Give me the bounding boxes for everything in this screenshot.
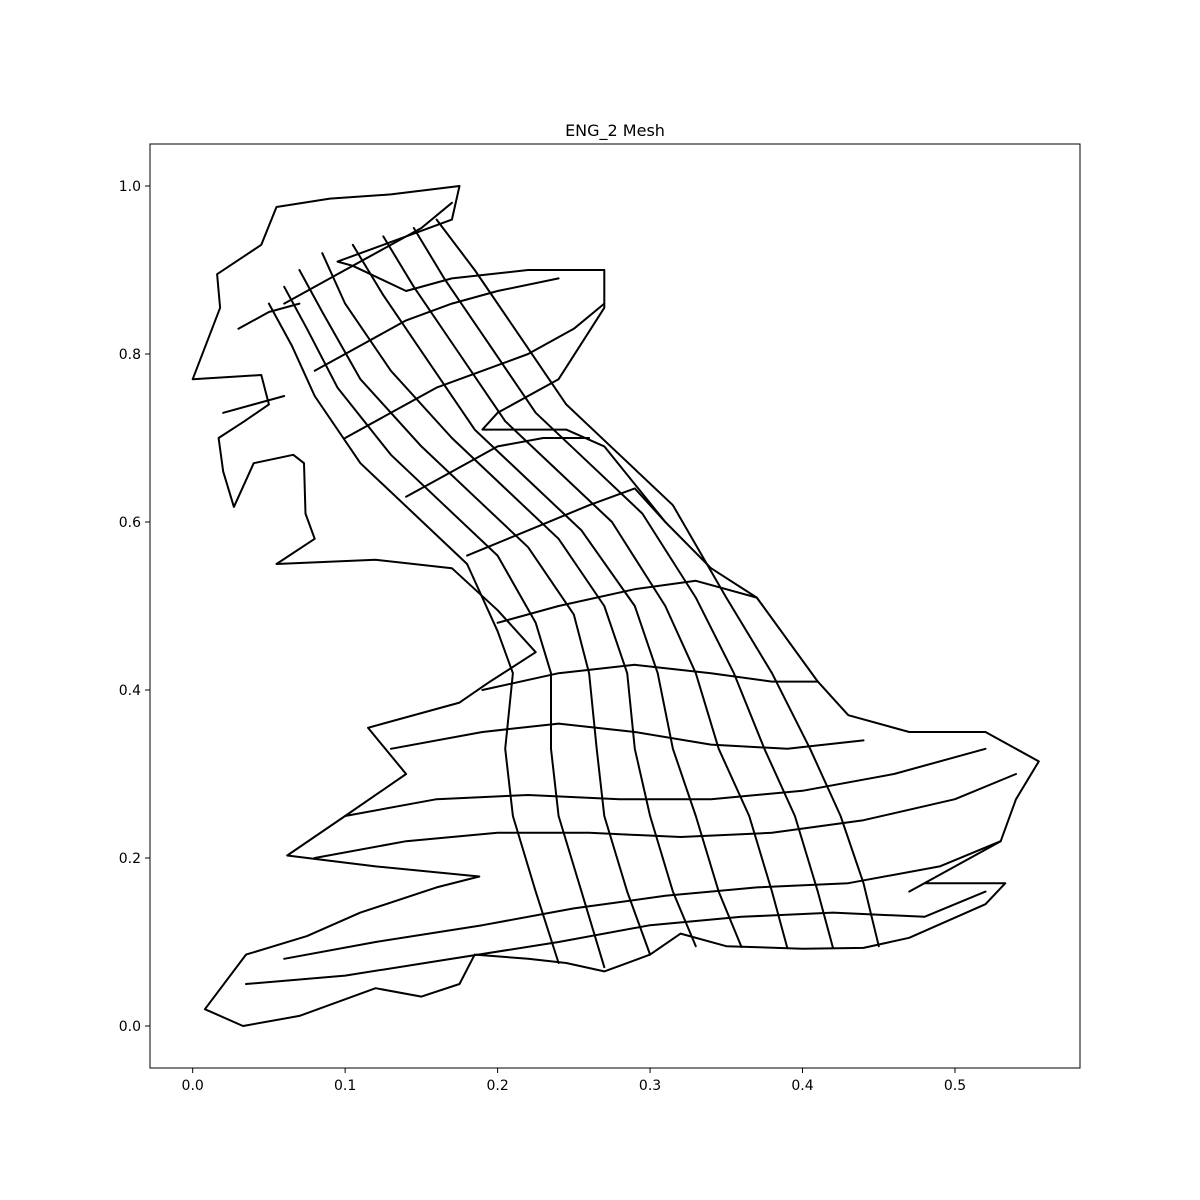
mesh-row-line-13 — [222, 395, 286, 414]
mesh-row-line-7 — [496, 579, 758, 624]
y-tick-label: 0.0 — [119, 1019, 141, 1035]
mesh-column-line-5 — [435, 218, 880, 948]
x-tick-label: 0.5 — [944, 1078, 966, 1094]
mesh-outline — [191, 185, 1040, 1027]
mesh-row-line-1 — [245, 890, 987, 985]
mesh-row-line-11 — [313, 277, 560, 372]
mesh-row-line-8 — [466, 487, 667, 557]
mesh-row-line-6 — [481, 663, 819, 691]
x-tick-label: 0.2 — [486, 1078, 508, 1094]
mesh-column-line-7 — [283, 285, 606, 969]
x-tick-label: 0.4 — [791, 1078, 813, 1094]
mesh-column-line-2 — [351, 243, 743, 948]
mesh-column-line-4 — [412, 227, 834, 949]
mesh-row-line-3 — [313, 773, 1017, 859]
mesh-row-line-9 — [405, 437, 591, 498]
plot-area — [149, 143, 1081, 1069]
y-tick-label: 0.2 — [119, 851, 141, 867]
axes-frame — [149, 143, 1081, 1069]
mesh-column-line-6 — [298, 269, 652, 956]
y-tick-label: 0.4 — [119, 683, 141, 699]
mesh-row-line-5 — [389, 722, 865, 750]
mesh-row-line-12 — [283, 201, 453, 305]
x-tick-label: 0.3 — [639, 1078, 661, 1094]
y-tick-label: 0.6 — [119, 515, 141, 531]
x-tick-label: 0.0 — [182, 1078, 204, 1094]
x-tick-label: 0.1 — [334, 1078, 356, 1094]
mesh — [191, 185, 1040, 1027]
mesh-column-line-8 — [267, 302, 560, 964]
y-axis: 0.0 0.2 0.4 0.6 0.8 1.0 — [119, 179, 150, 1035]
mesh-row-line-14 — [237, 302, 301, 330]
mesh-row-line-4 — [344, 747, 987, 817]
mesh-column-line-3 — [382, 235, 789, 949]
y-tick-label: 1.0 — [119, 179, 141, 195]
y-tick-label: 0.8 — [119, 347, 141, 363]
x-axis: 0.0 0.1 0.2 0.3 0.4 0.5 — [182, 1068, 966, 1094]
mesh-row-line-2 — [283, 840, 1002, 960]
mesh-column-line-1 — [321, 252, 697, 948]
chart-title: ENG_2 Mesh — [565, 121, 665, 141]
